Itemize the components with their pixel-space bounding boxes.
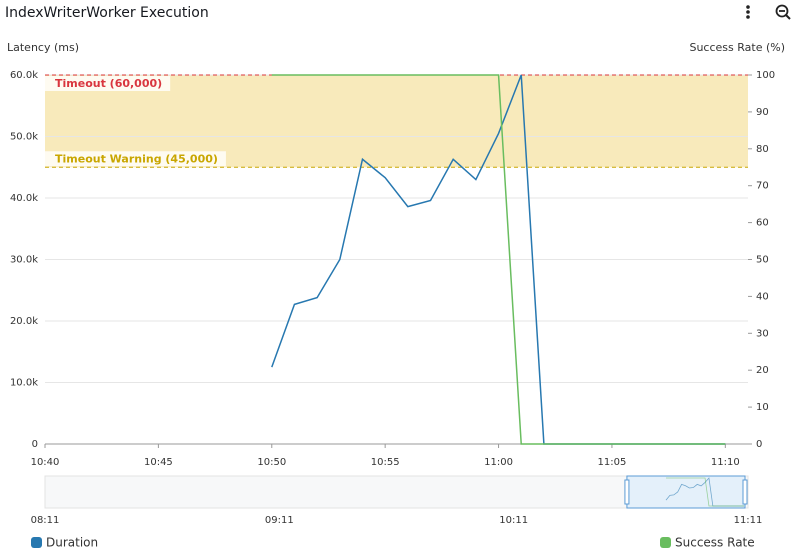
y-tick-label: 10.0k (10, 378, 38, 389)
x-tick-label: 10:50 (257, 457, 286, 468)
y-tick-label: 50.0k (10, 132, 38, 143)
y2-tick-label: 40 (756, 291, 769, 302)
x-tick-label: 11:00 (484, 457, 513, 468)
y-tick-label: 30.0k (10, 255, 38, 266)
navigator-handle[interactable] (742, 479, 748, 505)
threshold-label: Timeout (60,000) (55, 77, 162, 90)
y-tick-label: 40.0k (10, 193, 38, 204)
series-line (271, 74, 726, 445)
threshold-label-bg (45, 76, 171, 91)
y2-tick-label: 80 (756, 144, 769, 155)
navigator-tick-label: 08:11 (31, 515, 60, 526)
legend-swatch (660, 537, 671, 548)
y2-tick-label: 60 (756, 218, 769, 229)
menu-icon[interactable] (746, 5, 750, 19)
navigator-handle[interactable] (624, 479, 630, 505)
x-tick-label: 11:10 (711, 457, 740, 468)
y2-tick-label: 100 (756, 70, 775, 81)
navigator-tick-label: 10:11 (499, 515, 528, 526)
navigator-tick-label: 11:11 (734, 515, 763, 526)
navigator-tick-label: 09:11 (265, 515, 294, 526)
legend-swatch (31, 537, 42, 548)
x-tick-label: 10:40 (31, 457, 60, 468)
legend-label: Duration (46, 536, 98, 550)
y2-tick-label: 30 (756, 328, 769, 339)
y2-tick-label: 50 (756, 255, 769, 266)
chart-title: IndexWriterWorker Execution (5, 5, 209, 21)
x-tick-label: 10:45 (144, 457, 173, 468)
threshold-label-bg (45, 151, 226, 167)
x-tick-label: 11:05 (598, 457, 627, 468)
y2-axis-label: Success Rate (%) (689, 41, 785, 54)
legend-label: Success Rate (675, 536, 755, 550)
zoom-out-icon[interactable] (775, 4, 791, 20)
y2-tick-label: 10 (756, 402, 769, 413)
y2-tick-label: 20 (756, 365, 769, 376)
y-tick-label: 20.0k (10, 316, 38, 327)
y-axis-label: Latency (ms) (7, 41, 79, 54)
navigator-window (626, 475, 746, 509)
y-tick-label: 60.0k (10, 70, 38, 81)
y-tick-label: 0 (32, 439, 38, 450)
y2-tick-label: 90 (756, 107, 769, 118)
y2-tick-label: 0 (756, 439, 762, 450)
navigator-line (665, 477, 745, 507)
x-tick-label: 10:55 (371, 457, 400, 468)
y2-tick-label: 70 (756, 181, 769, 192)
threshold-label: Timeout Warning (45,000) (55, 152, 218, 165)
